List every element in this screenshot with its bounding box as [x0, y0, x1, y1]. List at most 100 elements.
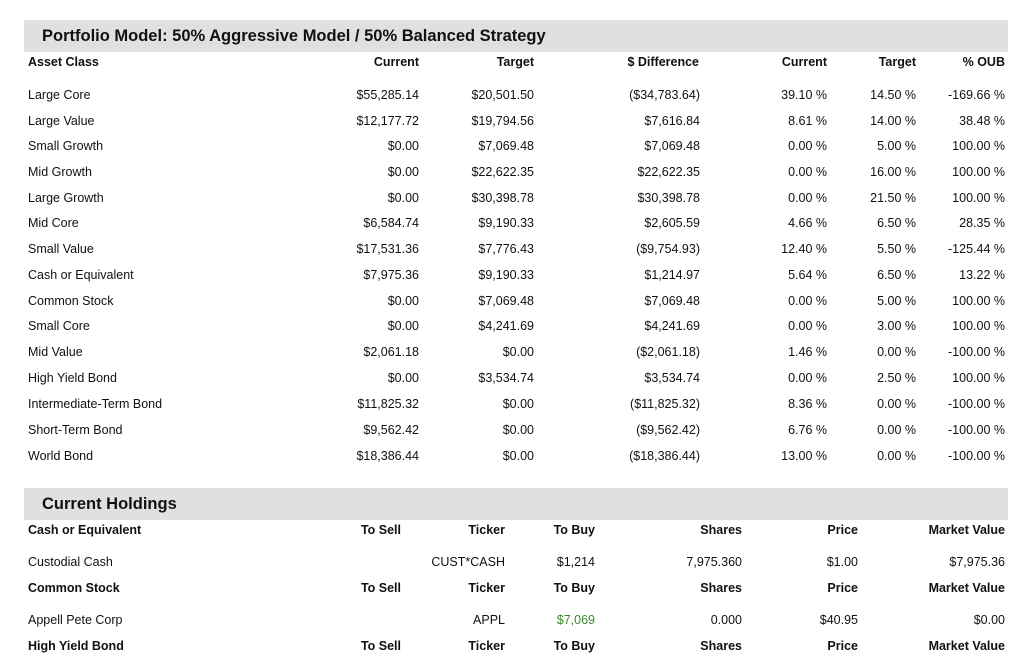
target-pct-cell: 21.50 % — [870, 191, 916, 205]
target-value-cell: $20,501.50 — [471, 88, 534, 102]
oub-cell: 100.00 % — [952, 371, 1005, 385]
current-value-cell: $12,177.72 — [356, 114, 419, 128]
price-cell: $1.00 — [826, 555, 858, 569]
current-value-cell: $7,975.36 — [363, 268, 419, 282]
table-row: Small Growth $0.00 $7,069.48 $7,069.48 0.00 … — [0, 136, 1024, 156]
table-row: Intermediate-Term Bond $11,825.32 $0.00 ($1… — [0, 394, 1024, 414]
market-value-cell: $7,975.36 — [949, 555, 1005, 569]
asset-class-cell: Small Growth — [28, 139, 104, 153]
current-pct-cell: 8.36 % — [788, 397, 827, 411]
target-value-cell: $0.00 — [502, 397, 534, 411]
oub-cell: 13.22 % — [959, 268, 1005, 282]
target-pct-cell: 16.00 % — [870, 165, 916, 179]
asset-class-cell: Small Core — [28, 319, 90, 333]
difference-cell: ($18,386.44) — [629, 449, 700, 463]
target-value-cell: $22,622.35 — [471, 165, 534, 179]
col-to-sell: To Sell — [360, 581, 401, 595]
price-cell: $40.95 — [819, 613, 858, 627]
difference-cell: ($2,061.18) — [636, 345, 700, 359]
col-market-value: Market Value — [928, 523, 1005, 537]
difference-cell: $2,605.59 — [644, 216, 700, 230]
asset-class-cell: Mid Value — [28, 345, 83, 359]
target-value-cell: $0.00 — [502, 449, 534, 463]
current-pct-cell: 39.10 % — [781, 88, 827, 102]
oub-cell: 100.00 % — [952, 319, 1005, 333]
holdings-group-header: High Yield Bond To Sell Ticker To Buy Shares… — [0, 636, 1024, 656]
asset-class-cell: High Yield Bond — [28, 371, 117, 385]
target-value-cell: $4,241.69 — [478, 319, 534, 333]
current-pct-cell: 13.00 % — [781, 449, 827, 463]
col-ticker: Ticker — [468, 523, 505, 537]
difference-cell: $1,214.97 — [644, 268, 700, 282]
portfolio-model-header-bar — [24, 20, 1008, 52]
col-current-pct: Current — [781, 55, 827, 69]
difference-cell: ($9,562.42) — [636, 423, 700, 437]
col-asset-class: Asset Class — [28, 55, 99, 69]
target-value-cell: $0.00 — [502, 345, 534, 359]
col-target: Target — [496, 55, 534, 69]
current-value-cell: $17,531.36 — [356, 242, 419, 256]
holding-name-cell: Custodial Cash — [28, 555, 113, 569]
current-value-cell: $0.00 — [387, 371, 419, 385]
oub-cell: -125.44 % — [948, 242, 1005, 256]
asset-class-cell: Large Growth — [28, 191, 104, 205]
current-pct-cell: 0.00 % — [788, 139, 827, 153]
asset-class-cell: Mid Core — [28, 216, 79, 230]
oub-cell: 38.48 % — [959, 114, 1005, 128]
col-current: Current — [373, 55, 419, 69]
difference-cell: $7,069.48 — [644, 139, 700, 153]
target-pct-cell: 3.00 % — [877, 319, 916, 333]
current-pct-cell: 0.00 % — [788, 319, 827, 333]
target-value-cell: $7,069.48 — [478, 294, 534, 308]
col-ticker: Ticker — [468, 581, 505, 595]
current-pct-cell: 0.00 % — [788, 371, 827, 385]
target-value-cell: $7,776.43 — [478, 242, 534, 256]
holdings-header-bar — [24, 488, 1008, 520]
oub-cell: 28.35 % — [959, 216, 1005, 230]
col-difference: $ Difference — [627, 55, 699, 69]
holding-row: Appell Pete Corp APPL $7,069 0.000 $40.95 $0.… — [0, 610, 1024, 630]
oub-cell: -100.00 % — [948, 397, 1005, 411]
asset-class-cell: World Bond — [28, 449, 94, 463]
current-pct-cell: 6.76 % — [788, 423, 827, 437]
target-pct-cell: 14.00 % — [870, 114, 916, 128]
current-pct-cell: 1.46 % — [788, 345, 827, 359]
current-value-cell: $55,285.14 — [356, 88, 419, 102]
target-value-cell: $3,534.74 — [478, 371, 534, 385]
table-row: Small Core $0.00 $4,241.69 $4,241.69 0.00 % 3… — [0, 316, 1024, 336]
shares-cell: 0.000 — [710, 613, 742, 627]
oub-cell: 100.00 % — [952, 294, 1005, 308]
asset-class-cell: Intermediate-Term Bond — [28, 397, 163, 411]
current-pct-cell: 0.00 % — [788, 165, 827, 179]
target-pct-cell: 0.00 % — [877, 345, 916, 359]
oub-cell: 100.00 % — [952, 165, 1005, 179]
current-value-cell: $0.00 — [387, 165, 419, 179]
col-shares: Shares — [700, 639, 742, 653]
col-shares: Shares — [700, 581, 742, 595]
asset-class-cell: Short-Term Bond — [28, 423, 123, 437]
difference-cell: $3,534.74 — [644, 371, 700, 385]
oub-cell: -100.00 % — [948, 449, 1005, 463]
col-to-buy: To Buy — [553, 639, 595, 653]
group-category-label: Cash or Equivalent — [28, 523, 142, 537]
current-value-cell: $2,061.18 — [363, 345, 419, 359]
target-value-cell: $19,794.56 — [471, 114, 534, 128]
portfolio-model-title: Portfolio Model: 50% Aggressive Model / … — [42, 27, 546, 45]
holdings-group-header: Common Stock To Sell Ticker To Buy Shares Pri… — [0, 578, 1024, 598]
current-value-cell: $0.00 — [387, 191, 419, 205]
group-category-label: Common Stock — [28, 581, 120, 595]
current-value-cell: $18,386.44 — [356, 449, 419, 463]
table-row: Large Growth $0.00 $30,398.78 $30,398.78 0.0… — [0, 188, 1024, 208]
col-price: Price — [827, 581, 858, 595]
table-row: Short-Term Bond $9,562.42 $0.00 ($9,562.42)… — [0, 420, 1024, 440]
col-market-value: Market Value — [928, 581, 1005, 595]
target-pct-cell: 5.50 % — [877, 242, 916, 256]
target-pct-cell: 0.00 % — [877, 423, 916, 437]
current-pct-cell: 0.00 % — [788, 294, 827, 308]
table-row: Large Value $12,177.72 $19,794.56 $7,616.84… — [0, 111, 1024, 131]
holdings-group-header: Cash or Equivalent To Sell Ticker To Buy Sha… — [0, 520, 1024, 540]
difference-cell: ($34,783.64) — [629, 88, 700, 102]
table-row: Common Stock $0.00 $7,069.48 $7,069.48 0.00 … — [0, 291, 1024, 311]
col-shares: Shares — [700, 523, 742, 537]
current-value-cell: $9,562.42 — [363, 423, 419, 437]
